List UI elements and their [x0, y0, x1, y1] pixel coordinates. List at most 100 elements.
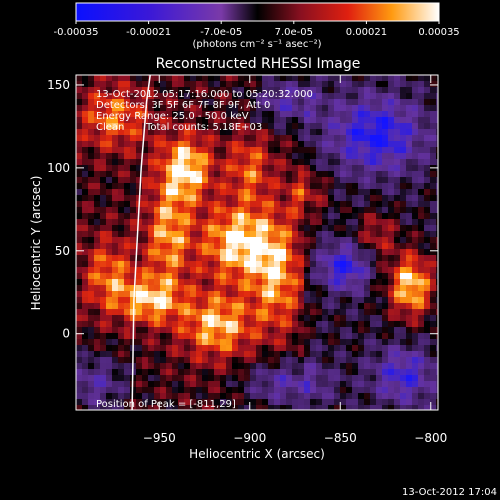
heatmap-cell [202, 381, 208, 387]
heatmap-cell [154, 261, 160, 267]
heatmap-cell [280, 141, 286, 147]
heatmap-cell [328, 249, 334, 255]
heatmap-cell [172, 321, 178, 327]
heatmap-cell [160, 141, 166, 147]
heatmap-cell [112, 147, 118, 153]
heatmap-cell [250, 165, 256, 171]
heatmap-cell [418, 183, 424, 189]
heatmap-cell [220, 135, 226, 141]
solar-limb-line [131, 74, 151, 411]
heatmap-cell [322, 303, 328, 309]
heatmap-cell [232, 195, 238, 201]
heatmap-cell [382, 393, 388, 399]
heatmap-cell [418, 393, 424, 399]
heatmap-cell [178, 165, 184, 171]
heatmap-cell [184, 273, 190, 279]
heatmap-cell [364, 111, 370, 117]
heatmap-cell [100, 255, 106, 261]
heatmap-cell [358, 249, 364, 255]
heatmap-cell [106, 297, 112, 303]
heatmap-cell [232, 303, 238, 309]
heatmap-cell [334, 219, 340, 225]
heatmap-cell [346, 273, 352, 279]
heatmap-cell [208, 123, 214, 129]
heatmap-cell [352, 207, 358, 213]
heatmap-cell [310, 141, 316, 147]
heatmap-cell [142, 207, 148, 213]
heatmap-cell [280, 237, 286, 243]
heatmap-cell [406, 261, 412, 267]
heatmap-cell [190, 315, 196, 321]
heatmap-cell [406, 141, 412, 147]
heatmap-cell [190, 333, 196, 339]
heatmap-cell [322, 315, 328, 321]
heatmap-cell [328, 231, 334, 237]
heatmap-cell [202, 141, 208, 147]
heatmap-cell [166, 351, 172, 357]
heatmap-cell [214, 213, 220, 219]
heatmap-cell [106, 207, 112, 213]
heatmap-cell [304, 213, 310, 219]
heatmap-cell [418, 333, 424, 339]
heatmap-cell [286, 321, 292, 327]
heatmap-cell [106, 99, 112, 105]
heatmap-cell [208, 141, 214, 147]
heatmap-cell [244, 303, 250, 309]
heatmap-cell [76, 99, 82, 105]
heatmap-cell [172, 231, 178, 237]
heatmap-cell [130, 165, 136, 171]
heatmap-cell [436, 117, 438, 123]
heatmap-cell [298, 177, 304, 183]
heatmap-cell [298, 261, 304, 267]
heatmap-cell [148, 405, 154, 410]
heatmap-cell [364, 231, 370, 237]
heatmap-cell [394, 93, 400, 99]
heatmap-cell [148, 261, 154, 267]
heatmap-cell [334, 393, 340, 399]
heatmap-cell [220, 321, 226, 327]
heatmap-cell [256, 147, 262, 153]
heatmap-cell [250, 291, 256, 297]
heatmap-cell [280, 375, 286, 381]
heatmap-cell [166, 141, 172, 147]
heatmap-cell [340, 81, 346, 87]
heatmap-cell [250, 177, 256, 183]
heatmap-cell [280, 273, 286, 279]
heatmap-cell [178, 105, 184, 111]
heatmap-cell [340, 297, 346, 303]
heatmap-cell [376, 303, 382, 309]
heatmap-cell [190, 99, 196, 105]
heatmap-cell [178, 201, 184, 207]
heatmap-cell [376, 249, 382, 255]
heatmap-cell [394, 111, 400, 117]
heatmap-cell [310, 195, 316, 201]
heatmap-cell [418, 345, 424, 351]
heatmap-cell [208, 303, 214, 309]
heatmap-cell [202, 177, 208, 183]
heatmap-cell [400, 171, 406, 177]
heatmap-cell [226, 393, 232, 399]
heatmap-cell [370, 309, 376, 315]
heatmap-cell [154, 141, 160, 147]
heatmap-cell [178, 87, 184, 93]
heatmap-cell [334, 141, 340, 147]
heatmap-cell [100, 363, 106, 369]
heatmap-cell [256, 405, 262, 410]
heatmap-cell [292, 381, 298, 387]
heatmap-cell [118, 303, 124, 309]
heatmap-cell [88, 171, 94, 177]
heatmap-cell [352, 405, 358, 410]
heatmap-cell [214, 351, 220, 357]
heatmap-cell [406, 237, 412, 243]
heatmap-cell [244, 357, 250, 363]
heatmap-cell [424, 351, 430, 357]
heatmap-cell [364, 219, 370, 225]
heatmap-cell [304, 117, 310, 123]
heatmap-cell [316, 399, 322, 405]
heatmap-cell [172, 255, 178, 261]
heatmap-cell [112, 345, 118, 351]
heatmap-cell [340, 213, 346, 219]
heatmap-cell [178, 399, 184, 405]
heatmap-cell [82, 195, 88, 201]
heatmap-cell [88, 291, 94, 297]
